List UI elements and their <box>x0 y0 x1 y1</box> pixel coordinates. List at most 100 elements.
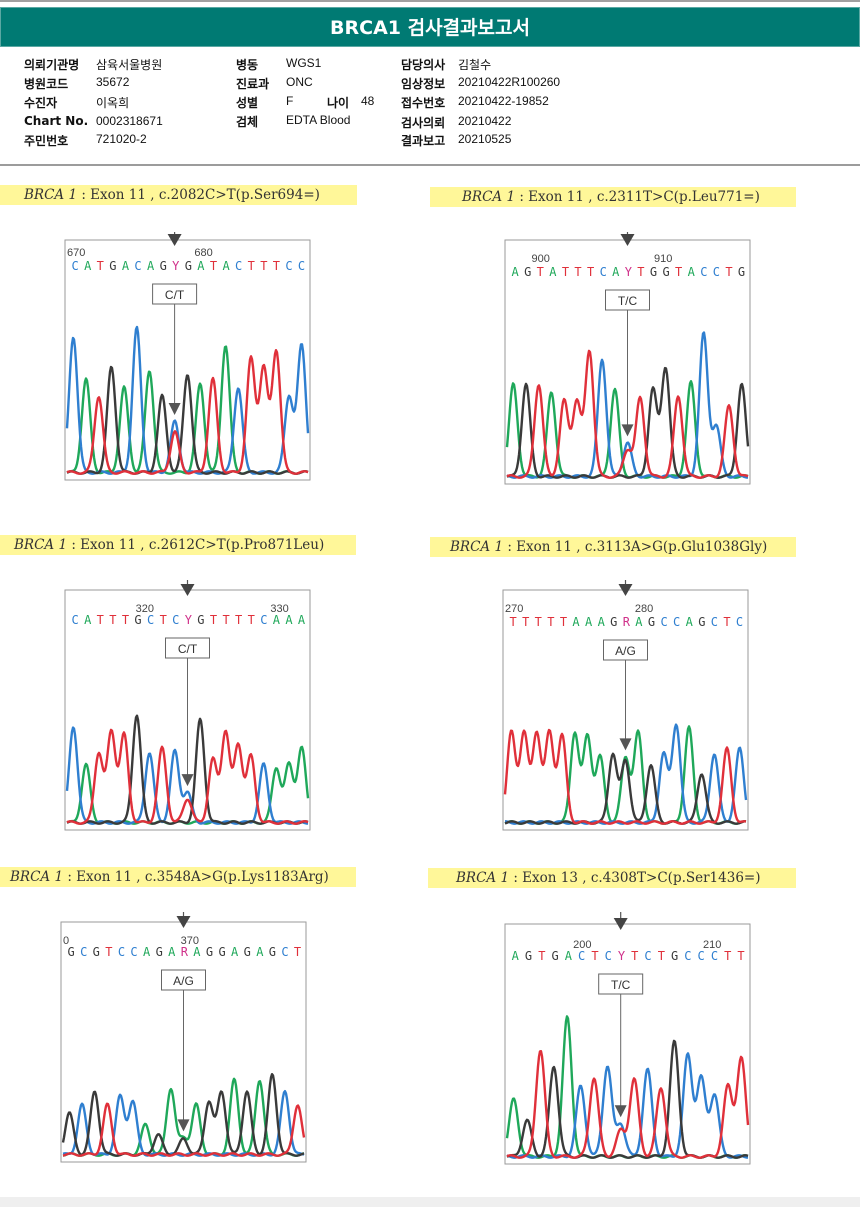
base-call-letter: G <box>197 613 204 627</box>
position-tick-label: 370 <box>181 935 199 947</box>
base-call-letter: T <box>122 613 129 627</box>
base-call-letter: G <box>648 615 655 629</box>
top-border <box>0 0 860 2</box>
base-call-letter: A <box>84 259 92 273</box>
base-call-letter: A <box>598 615 606 629</box>
base-call-letter: A <box>273 613 281 627</box>
base-call-letter: T <box>631 949 638 963</box>
base-call-letter: T <box>675 265 682 279</box>
variant-caption: BRCA 1 : Exon 11 , c.2311T>C(p.Leu771=) <box>430 187 796 207</box>
base-call-letter: A <box>612 265 620 279</box>
base-call-letter: C <box>172 613 179 627</box>
base-call-letter: T <box>658 949 665 963</box>
base-call-letter: G <box>206 945 213 959</box>
genotype-call-label: T/C <box>611 978 631 992</box>
variant-caption: BRCA 1 : Exon 11 , c.3548A>G(p.Lys1183Ar… <box>0 867 356 887</box>
base-call-letter: C <box>72 613 79 627</box>
base-call-letter: C <box>281 945 288 959</box>
trace-T <box>506 349 749 479</box>
position-tick-label: 910 <box>654 253 672 265</box>
base-call-letter: G <box>738 265 745 279</box>
base-call-letter: C <box>578 949 585 963</box>
genotype-call-label: A/G <box>615 644 636 658</box>
arrow-down-icon <box>168 403 181 415</box>
base-call-letter: Y <box>618 949 626 963</box>
base-call-letter: A <box>143 945 151 959</box>
base-call-letter: C <box>80 945 87 959</box>
base-call-letter: G <box>68 945 75 959</box>
base-call-letter: C <box>134 259 141 273</box>
base-call-letter: T <box>273 259 280 273</box>
arrow-down-icon <box>618 584 633 596</box>
base-call-letter: T <box>724 949 731 963</box>
base-call-letter: T <box>587 265 594 279</box>
base-call-letter: T <box>522 615 529 629</box>
base-call-letter: T <box>574 265 581 279</box>
base-call-letter: T <box>547 615 554 629</box>
base-call-letter: C <box>713 265 720 279</box>
base-call-letter: G <box>551 949 558 963</box>
base-call-letter: G <box>244 945 251 959</box>
base-call-letter: R <box>181 945 189 959</box>
base-call-letter: T <box>637 265 644 279</box>
position-tick-label: 330 <box>270 603 288 615</box>
genotype-call-label: A/G <box>173 974 194 988</box>
base-call-letter: C <box>698 949 705 963</box>
base-call-letter: C <box>235 259 242 273</box>
base-call-letter: T <box>97 613 104 627</box>
base-call-letter: T <box>97 259 104 273</box>
base-call-letter: A <box>197 259 205 273</box>
base-call-letter: T <box>535 615 542 629</box>
base-call-letter: G <box>610 615 617 629</box>
trace-T <box>503 728 747 825</box>
base-call-letter: A <box>512 265 520 279</box>
base-call-letter: C <box>605 949 612 963</box>
base-call-letter: A <box>298 613 306 627</box>
base-call-letter: T <box>248 613 255 627</box>
trace-G <box>66 365 309 475</box>
base-call-letter: T <box>109 613 116 627</box>
genotype-call-label: C/T <box>165 288 185 302</box>
base-call-letter: C <box>298 259 305 273</box>
base-call-letter: C <box>260 613 267 627</box>
base-call-letter: C <box>736 615 743 629</box>
base-call-letter: C <box>660 615 667 629</box>
base-call-letter: C <box>285 259 292 273</box>
base-call-letter: T <box>737 949 744 963</box>
arrow-down-icon <box>180 584 195 596</box>
base-call-letter: C <box>644 949 651 963</box>
base-call-letter: C <box>711 615 718 629</box>
base-call-letter: G <box>218 945 225 959</box>
arrow-down-icon <box>176 916 191 928</box>
base-call-letter: T <box>294 945 301 959</box>
arrow-down-icon <box>619 738 632 751</box>
arrow-down-icon <box>167 234 182 246</box>
base-call-letter: Y <box>185 613 193 627</box>
trace-T <box>506 1050 750 1159</box>
base-call-letter: G <box>160 259 167 273</box>
base-call-letter: G <box>698 615 705 629</box>
base-call-letter: T <box>537 265 544 279</box>
trace-C <box>506 1052 749 1159</box>
base-call-letter: G <box>156 945 163 959</box>
base-call-letter: A <box>549 265 557 279</box>
genotype-call-label: C/T <box>178 642 198 656</box>
base-call-letter: G <box>269 945 276 959</box>
base-call-letter: G <box>650 265 657 279</box>
variant-caption: BRCA 1 : Exon 11 , c.2612C>T(p.Pro871Leu… <box>0 535 356 555</box>
position-tick-label: 900 <box>532 253 550 265</box>
base-call-letter: A <box>168 945 176 959</box>
base-call-letter: T <box>210 259 217 273</box>
base-call-letter: G <box>134 613 141 627</box>
base-call-letter: T <box>591 949 598 963</box>
report-title: BRCA1 검사결과보고서 <box>0 7 860 47</box>
arrow-down-icon <box>181 774 194 787</box>
base-call-letter: A <box>285 613 293 627</box>
base-call-letter: A <box>193 945 201 959</box>
base-call-letter: A <box>122 259 130 273</box>
base-call-letter: C <box>600 265 607 279</box>
base-call-letter: T <box>260 259 267 273</box>
base-call-letter: A <box>512 949 520 963</box>
